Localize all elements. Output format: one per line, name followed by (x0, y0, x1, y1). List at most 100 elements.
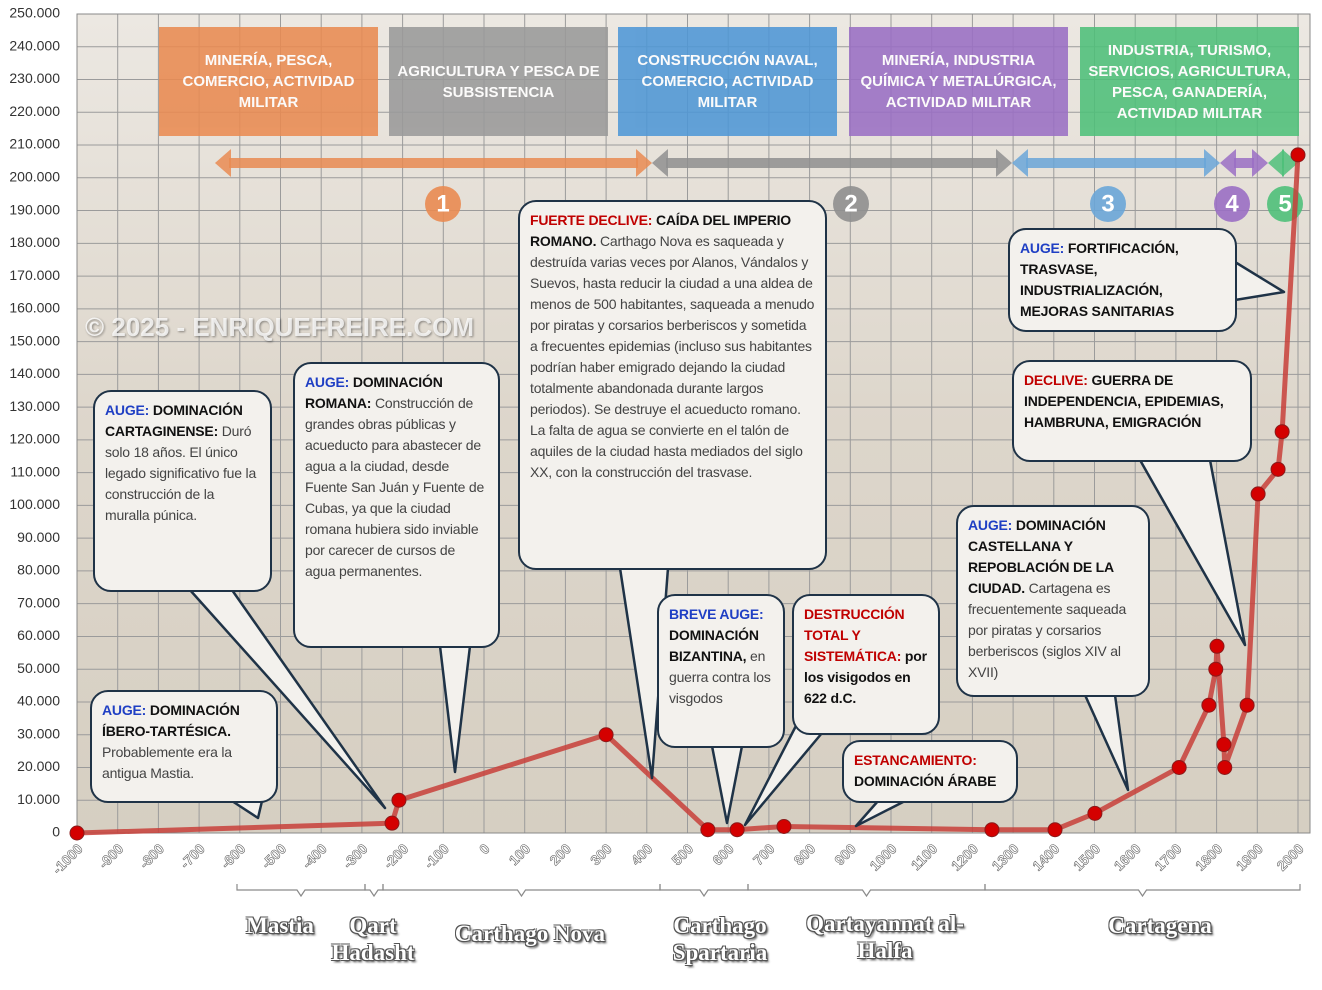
x-tick-label: 1200 (948, 840, 981, 873)
y-tick-label: 100.000 (9, 496, 60, 512)
plot-border (76, 13, 1311, 834)
y-tick-label: 20.000 (17, 758, 60, 774)
data-point (1274, 424, 1290, 440)
x-tick-label: -200 (380, 840, 411, 871)
phase-number: 1 (436, 190, 449, 217)
x-tick-label: -900 (95, 840, 126, 871)
period-label: Qart Hadasht (331, 913, 415, 965)
activity-box: MINERÍA, PESCA, COMERCIO, ACTIVIDAD MILI… (159, 27, 378, 136)
x-tick-label: 1900 (1233, 840, 1266, 873)
annotation: AUGE: DOMINACIÓN ÍBERO-TARTÉSICA. Probab… (90, 690, 278, 803)
data-point (1290, 147, 1306, 163)
annotation-label: AUGE: (968, 517, 1013, 533)
x-tick-label: 800 (791, 840, 819, 868)
x-tick-label: 1000 (866, 840, 899, 873)
annotation-text: Duró solo 18 años. El único legado signi… (105, 423, 257, 523)
annotation: AUGE: DOMINACIÓN CASTELLANA Y REPOBLACIÓ… (956, 505, 1150, 697)
arrow-head (1282, 149, 1298, 177)
data-point (1209, 638, 1225, 654)
x-tick-label: 1600 (1111, 840, 1144, 873)
y-tick-label: 240.000 (9, 37, 60, 53)
data-point (700, 822, 716, 838)
y-tick-label: 10.000 (17, 791, 60, 807)
watermark: © 2025 - ENRIQUEFREIRE.COM (85, 312, 475, 342)
data-point (598, 727, 614, 743)
y-tick-label: 30.000 (17, 725, 60, 741)
data-point (1270, 461, 1286, 477)
arrow-head (996, 149, 1012, 177)
x-tick-label: 500 (668, 840, 696, 868)
period-label: Carthago Spartaria (672, 913, 768, 965)
y-tick-label: 60.000 (17, 627, 60, 643)
data-point (1087, 805, 1103, 821)
period-label: Mastia (246, 913, 314, 938)
x-tick-label: 1400 (1029, 840, 1062, 873)
phase-circle (1090, 186, 1126, 222)
annotation-title: FORTIFICACIÓN, TRASVASE, INDUSTRIALIZACI… (1020, 240, 1179, 319)
annotation: AUGE: FORTIFICACIÓN, TRASVASE, INDUSTRIA… (1008, 228, 1237, 332)
y-tick-label: 230.000 (9, 70, 60, 86)
annotation-title: DOMINACIÓN CASTELLANA Y REPOBLACIÓN DE L… (968, 517, 1114, 596)
annotation: DESTRUCCIÓN TOTAL Y SISTEMÁTICA: por los… (792, 594, 940, 735)
x-tick-label: 2000 (1273, 840, 1306, 873)
phase-circle (833, 186, 869, 222)
activity-box: INDUSTRIA, TURISMO, SERVICIOS, AGRICULTU… (1080, 27, 1299, 136)
annotation-label: DESTRUCCIÓN TOTAL Y SISTEMÁTICA: (804, 606, 905, 664)
annotation-title: DOMINACIÓN ROMANA: (305, 374, 443, 411)
y-tick-label: 120.000 (9, 431, 60, 447)
data-point (1171, 759, 1187, 775)
annotation: BREVE AUGE: DOMINACIÓN BIZANTINA, en gue… (657, 594, 785, 748)
annotation-text: Construcción de grandes obras públicas y… (305, 395, 485, 579)
y-tick-label: 80.000 (17, 562, 60, 578)
activity-box: CONSTRUCCIÓN NAVAL, COMERCIO, ACTIVIDAD … (618, 27, 837, 136)
x-tick-label: -600 (217, 840, 248, 871)
x-tick-label: 400 (628, 840, 656, 868)
activity-box: AGRICULTURA Y PESCA DE SUBSISTENCIA (389, 27, 608, 136)
x-tick-label: 700 (750, 840, 778, 868)
annotation-title: DOMINACIÓN BIZANTINA, (669, 627, 759, 664)
period-bracket (236, 884, 366, 898)
annotation-title: GUERRA DE INDEPENDENCIA, EPIDEMIAS, HAMB… (1024, 372, 1224, 430)
annotation-label: FUERTE DECLIVE: (530, 212, 653, 228)
y-tick-label: 50.000 (17, 660, 60, 676)
annotation-title: CAÍDA DEL IMPERIO ROMANO. (530, 212, 791, 249)
period-label: Carthago Nova (454, 921, 606, 946)
period-label: Qartayannat al-Halfa (806, 911, 964, 963)
data-point (776, 818, 792, 834)
data-point (1217, 759, 1233, 775)
arrow-head (1012, 149, 1028, 177)
arrow-head (1268, 149, 1284, 177)
y-tick-label: 110.000 (10, 463, 60, 479)
annotation-text: Carthago Nova es saqueada y destruída va… (530, 233, 815, 480)
period-label: Cartagena (1108, 913, 1212, 938)
x-tick-label: -100 (421, 840, 452, 871)
data-point (391, 792, 407, 808)
y-tick-label: 210.000 (9, 136, 60, 152)
annotation-title: por los visigodos en 622 d.C. (804, 648, 927, 706)
arrow-head (652, 149, 668, 177)
y-tick-label: 220.000 (9, 103, 60, 119)
arrow-head (215, 149, 231, 177)
period-bracket (747, 884, 986, 898)
arrow-head (1252, 149, 1268, 177)
x-tick-label: -400 (299, 840, 330, 871)
x-tick-label: 900 (831, 840, 859, 868)
x-tick-label: 1800 (1192, 840, 1225, 873)
data-point (729, 822, 745, 838)
annotation-label: BREVE AUGE: (669, 606, 764, 622)
x-tick-label: -500 (258, 840, 289, 871)
x-tick-label: 600 (709, 840, 737, 868)
y-tick-label: 250.000 (9, 5, 60, 21)
period-bracket (984, 884, 1301, 898)
annotation: AUGE: DOMINACIÓN ROMANA: Construcción de… (293, 362, 500, 648)
annotation: ESTANCAMIENTO: DOMINACIÓN ÁRABE (842, 740, 1018, 803)
data-point (1250, 486, 1266, 502)
phase-circle (425, 186, 461, 222)
y-tick-label: 70.000 (17, 594, 60, 610)
x-tick-label: -300 (340, 840, 371, 871)
y-tick-label: 200.000 (9, 169, 60, 185)
phase-circle (1214, 186, 1250, 222)
phase-number: 5 (1278, 190, 1291, 217)
phase-number: 3 (1101, 190, 1114, 217)
